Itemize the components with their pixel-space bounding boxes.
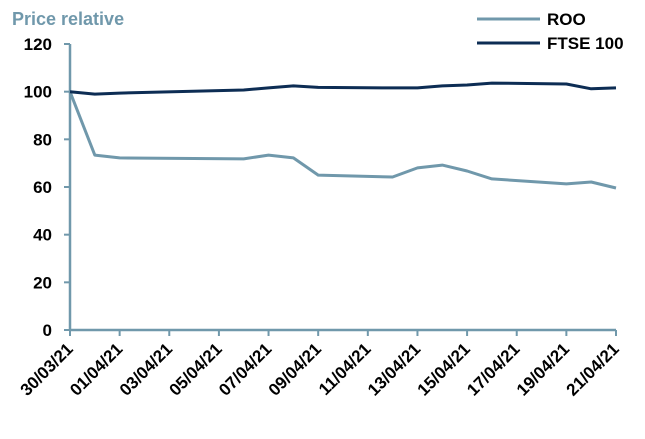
y-tick-label: 40 xyxy=(33,226,52,245)
legend: ROO FTSE 100 xyxy=(477,10,624,53)
x-tick-label: 15/04/21 xyxy=(414,339,474,399)
x-tick-label: 07/04/21 xyxy=(215,339,275,399)
legend-label: ROO xyxy=(547,10,586,29)
y-tick-label: 80 xyxy=(33,130,52,149)
x-tick-label: 30/03/21 xyxy=(17,339,77,399)
series-line-ftse-100 xyxy=(69,81,617,96)
y-tick-label: 60 xyxy=(33,178,52,197)
x-tick-label: 19/04/21 xyxy=(513,339,573,399)
y-tick-label: 0 xyxy=(43,321,52,340)
x-tick-label: 05/04/21 xyxy=(166,339,226,399)
series-lines xyxy=(68,81,617,190)
x-tick-label: 13/04/21 xyxy=(364,339,424,399)
x-tick-label: 17/04/21 xyxy=(463,339,523,399)
y-tick-label: 20 xyxy=(33,273,52,292)
chart-title: Price relative xyxy=(12,9,124,29)
x-tick-label: 03/04/21 xyxy=(116,339,176,399)
y-tick-label: 120 xyxy=(24,35,52,54)
x-tick-label: 09/04/21 xyxy=(265,339,325,399)
legend-label: FTSE 100 xyxy=(547,34,624,53)
x-tick-label: 21/04/21 xyxy=(563,339,623,399)
x-tick-label: 01/04/21 xyxy=(66,339,126,399)
y-tick-label: 100 xyxy=(24,83,52,102)
axes: 02040608010012030/03/2101/04/2103/04/210… xyxy=(17,35,623,400)
x-tick-label: 11/04/21 xyxy=(315,339,375,399)
series-line-roo xyxy=(68,91,617,190)
